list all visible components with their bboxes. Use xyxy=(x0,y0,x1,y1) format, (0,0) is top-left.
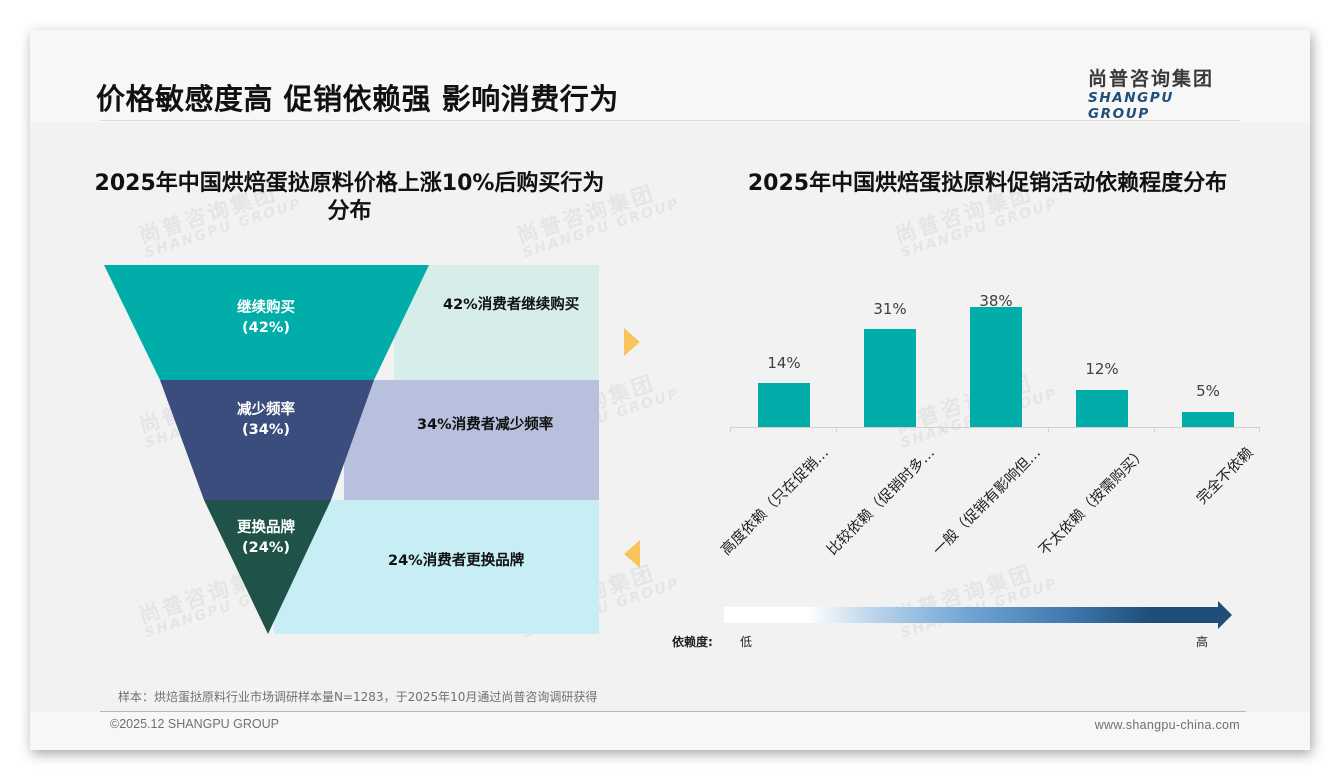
funnel-band-desc: 34%消费者减少频率 xyxy=(417,417,554,433)
x-axis-tick xyxy=(1048,427,1049,432)
funnel-chart: 继续购买 (42%) 减少频率 (34%) 更换品牌 (24%) 42%消费者继续购买… xyxy=(104,265,604,635)
bar-chart-title: 2025年中国烘焙蛋挞原料促销活动依赖程度分布 xyxy=(747,171,1228,196)
header-divider xyxy=(100,120,1240,121)
band-reduce-frequency xyxy=(344,380,599,500)
funnel-title-line1: 2025年中国烘焙蛋挞原料价格上涨10%后购买行为 xyxy=(94,171,605,196)
x-axis-tick xyxy=(942,427,943,432)
funnel-seg-label: 更换品牌 (24%) xyxy=(237,520,295,556)
funnel-seg-reduce-frequency xyxy=(160,380,374,500)
bar-value-label: 38% xyxy=(979,292,1013,310)
triangle-left-icon xyxy=(624,540,640,568)
page-title: 价格敏感度高 促销依赖强 影响消费行为 xyxy=(96,82,619,116)
funnel-seg-continue-purchase xyxy=(104,265,429,380)
dependence-gradient-bar xyxy=(724,607,1218,623)
bar-moderate xyxy=(970,307,1022,427)
band-continue-purchase xyxy=(394,265,599,380)
company-logo: 尚普咨询集团 SHANGPU GROUP xyxy=(1088,64,1238,122)
triangle-right-icon xyxy=(624,328,640,356)
funnel-seg-label: 减少频率 (34%) xyxy=(237,402,295,438)
bar-high-dependence xyxy=(758,383,810,427)
logo-en-text: SHANGPU GROUP xyxy=(1088,90,1174,122)
funnel-chart-title: 2025年中国烘焙蛋挞原料价格上涨10%后购买行为 分布 xyxy=(42,170,657,226)
funnel-seg-switch-brand xyxy=(204,500,331,634)
header-band xyxy=(30,30,1310,122)
bar-value-label: 14% xyxy=(767,354,801,372)
funnel-graphic xyxy=(104,265,599,634)
x-axis-tick xyxy=(836,427,837,432)
x-axis-tick xyxy=(730,427,731,432)
slide: 尚普咨询集团 SHANGPU GROUP 尚普咨询集团 SHANGPU GROUP … xyxy=(30,30,1310,750)
bar-fairly-dependent xyxy=(864,329,916,427)
dependence-low-label: 低 xyxy=(740,635,753,649)
funnel-seg-label: 继续购买 (42%) xyxy=(237,300,295,336)
bar-value-label: 12% xyxy=(1085,360,1119,378)
bar-no-dependence xyxy=(1182,412,1234,427)
band-switch-brand xyxy=(274,500,599,634)
footer-divider xyxy=(100,711,1246,712)
bar-low-dependence xyxy=(1076,390,1128,427)
x-axis-tick xyxy=(1154,427,1155,432)
bar-value-label: 31% xyxy=(873,300,907,318)
funnel-band-desc: 24%消费者更换品牌 xyxy=(388,553,525,569)
dependence-scale-label: 依赖度: xyxy=(672,635,713,649)
dependence-high-label: 高 xyxy=(1196,635,1209,649)
logo-cn-text: 尚普咨询集团 xyxy=(1088,68,1215,90)
funnel-band-desc: 42%消费者继续购买 xyxy=(443,297,580,313)
bar-chart: 14% 31% 38% 12% 5% xyxy=(730,290,1260,470)
x-axis-tick xyxy=(1259,427,1260,432)
website-link[interactable]: www.shangpu-china.com xyxy=(1094,718,1240,732)
funnel-title-line2: 分布 xyxy=(327,199,372,224)
footer-band xyxy=(30,712,1310,750)
sample-note: 样本：烘焙蛋挞原料行业市场调研样本量N=1283，于2025年10月通过尚普咨询… xyxy=(118,690,598,704)
arrow-right-icon xyxy=(1218,601,1232,629)
copyright-text: ©2025.12 SHANGPU GROUP xyxy=(110,717,279,731)
x-axis xyxy=(730,427,1260,428)
bar-value-label: 5% xyxy=(1196,382,1220,400)
